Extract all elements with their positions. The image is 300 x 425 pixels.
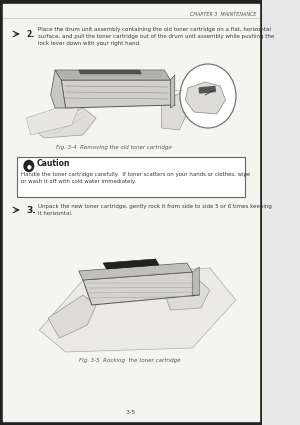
Text: ●: ● [26, 164, 31, 169]
Polygon shape [55, 70, 170, 80]
Polygon shape [39, 268, 236, 352]
Polygon shape [33, 108, 96, 138]
Polygon shape [185, 82, 225, 114]
Polygon shape [79, 70, 142, 74]
Circle shape [180, 64, 236, 128]
Polygon shape [61, 80, 175, 108]
Text: Handle the toner cartridge carefully.  If toner scatters on your hands or clothe: Handle the toner cartridge carefully. If… [21, 172, 250, 184]
Polygon shape [48, 295, 96, 338]
Text: 3-5: 3-5 [126, 410, 136, 414]
Text: Fig. 3-5  Rocking  the toner cartridge: Fig. 3-5 Rocking the toner cartridge [79, 358, 180, 363]
Polygon shape [51, 70, 65, 108]
Circle shape [24, 161, 34, 172]
Bar [17, 157, 245, 197]
Polygon shape [162, 278, 210, 310]
Text: CHAPTER 3  MAINTENANCE: CHAPTER 3 MAINTENANCE [190, 11, 256, 17]
Bar [199, 86, 215, 93]
Text: Unpack the new toner cartridge, gently rock it from side to side 5 or 6 times ke: Unpack the new toner cartridge, gently r… [38, 204, 272, 216]
Polygon shape [26, 102, 79, 135]
Text: 2.: 2. [26, 29, 34, 39]
Text: Caution: Caution [37, 159, 70, 167]
Polygon shape [170, 75, 175, 108]
Polygon shape [103, 259, 159, 269]
Text: Fig. 3-4  Removing the old toner cartridge: Fig. 3-4 Removing the old toner cartridg… [56, 145, 172, 150]
Polygon shape [192, 267, 199, 295]
Text: 3.: 3. [26, 206, 36, 215]
Polygon shape [79, 263, 192, 280]
Polygon shape [83, 272, 199, 305]
Polygon shape [162, 90, 188, 130]
Text: Place the drum unit assembly containing the old toner cartridge on a flat, horiz: Place the drum unit assembly containing … [38, 27, 275, 46]
